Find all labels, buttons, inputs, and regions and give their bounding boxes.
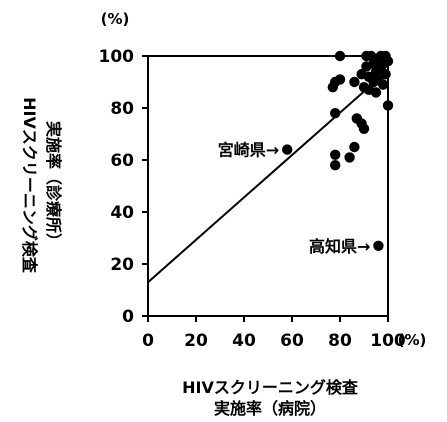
data-point <box>358 123 370 134</box>
y-axis-ticks: 0 20 40 60 80 100 <box>99 47 148 327</box>
trend-line <box>147 69 389 283</box>
y-tick-label: 100 <box>99 47 135 67</box>
y-axis-title-line-2: 実施率（診療所） <box>44 121 63 249</box>
annotations: 宮崎県→ 高知県→ <box>218 141 371 256</box>
data-point <box>378 79 389 90</box>
data-point <box>330 149 341 160</box>
x-tick-label: 20 <box>184 331 208 351</box>
data-point <box>330 160 341 171</box>
data-point <box>382 56 394 67</box>
y-axis-unit: (%) <box>101 10 130 28</box>
data-point <box>373 240 384 251</box>
x-axis-unit: (%) <box>398 331 427 349</box>
data-points <box>282 50 394 251</box>
data-point <box>334 74 346 85</box>
plot-area <box>147 55 389 317</box>
y-tick-label: 60 <box>110 151 134 171</box>
x-axis-title-line-2: 実施率（病院） <box>214 399 326 418</box>
y-tick-label: 40 <box>110 203 134 223</box>
y-tick-label: 20 <box>110 255 134 275</box>
data-point <box>380 69 391 80</box>
x-tick-label: 80 <box>328 331 352 351</box>
data-point <box>382 100 394 111</box>
x-tick-label: 60 <box>280 331 304 351</box>
x-tick-label: 0 <box>142 331 154 351</box>
x-tick-label: 100 <box>370 331 406 351</box>
data-point <box>334 50 346 62</box>
x-axis-ticks: 0 20 40 60 80 100 <box>142 316 406 351</box>
x-axis-title-line-1: HIVスクリーニング検査 <box>182 378 358 397</box>
point-annotation: 宮崎県→ <box>218 141 279 160</box>
point-annotation: 高知県→ <box>309 237 370 256</box>
data-point <box>282 144 293 155</box>
y-axis-title-line-1: HIVスクリーニング検査 <box>20 97 39 273</box>
x-tick-label: 40 <box>232 331 256 351</box>
data-point <box>344 152 355 163</box>
data-point <box>370 87 382 98</box>
data-point <box>349 141 360 153</box>
data-point <box>349 76 360 88</box>
data-point <box>330 108 341 119</box>
y-tick-label: 0 <box>122 307 134 327</box>
plot-frame <box>147 55 389 317</box>
y-tick-label: 80 <box>110 99 134 119</box>
